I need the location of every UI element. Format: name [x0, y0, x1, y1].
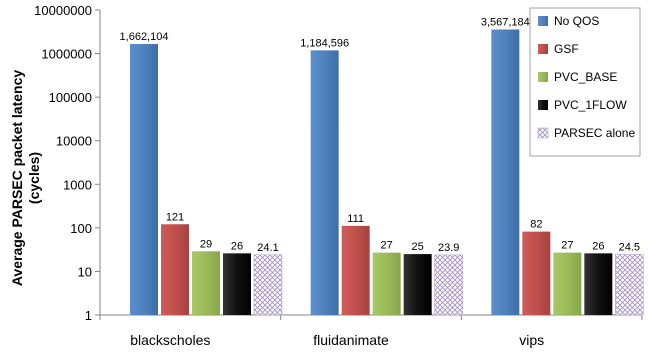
legend-box — [529, 7, 641, 157]
legend-entry: PARSEC alone — [554, 126, 635, 140]
bar — [491, 29, 520, 315]
bar — [522, 231, 551, 315]
bar — [434, 254, 463, 316]
data-label: 111 — [347, 213, 364, 225]
data-label: 23.9 — [438, 242, 459, 254]
data-label: 25 — [412, 241, 424, 253]
bar — [341, 225, 370, 315]
bar — [372, 252, 401, 315]
data-label: 29 — [200, 238, 212, 250]
data-label: 27 — [381, 240, 393, 252]
legend-entry: No QOS — [554, 14, 599, 28]
bar — [192, 251, 220, 315]
bar — [584, 253, 613, 315]
bar — [310, 50, 339, 315]
bar — [253, 254, 283, 316]
y-tick-label: 100000 — [49, 90, 92, 105]
y-axis-title: Average PARSEC packet latency (cycles) — [9, 70, 42, 287]
legend-swatch — [538, 100, 548, 110]
legend-entry: PVC_1FLOW — [554, 98, 627, 112]
data-label: 1,184,596 — [300, 37, 349, 49]
data-label: 27 — [561, 240, 573, 252]
legend-swatch — [538, 72, 548, 82]
x-category-label: blackscholes — [130, 332, 210, 348]
bar — [161, 224, 189, 315]
y-axis-title-line-1: Average PARSEC packet latency — [9, 70, 25, 287]
legend-entry: GSF — [554, 42, 579, 56]
bar — [553, 252, 582, 315]
y-tick-label: 10000 — [56, 134, 92, 149]
y-axis-title-line-2: (cycles) — [26, 152, 42, 204]
data-label: 82 — [530, 219, 542, 231]
legend-swatch — [538, 16, 548, 26]
bar — [223, 253, 251, 315]
y-tick-label: 10000000 — [34, 3, 92, 18]
y-tick-label: 1 — [85, 308, 92, 323]
bar — [403, 254, 432, 315]
legend-entry: PVC_BASE — [554, 70, 617, 84]
bar — [130, 43, 158, 316]
y-tick-label: 1000000 — [41, 47, 92, 62]
x-category-label: vips — [519, 332, 544, 348]
y-tick-label: 10 — [78, 264, 92, 279]
data-label: 26 — [231, 240, 243, 252]
bar — [615, 254, 644, 316]
data-label: 24.1 — [257, 242, 278, 254]
legend-swatch — [537, 127, 549, 139]
data-label: 24.5 — [619, 241, 640, 253]
legend-swatch — [538, 44, 548, 54]
data-label: 26 — [592, 240, 604, 252]
data-label: 1,662,104 — [120, 31, 169, 43]
x-category-label: fluidanimate — [313, 332, 389, 348]
y-tick-label: 100 — [70, 221, 92, 236]
y-tick-label: 1000 — [63, 177, 92, 192]
data-label: 121 — [166, 211, 184, 223]
legend: No QOS GSF PVC_BASE PVC_1FLOW PARSEC alone — [529, 7, 641, 157]
data-label: 3,567,184 — [481, 17, 530, 29]
plot-area: 1 10 100 1000 10000 100000 1000000 10000000 1,66… — [34, 3, 644, 348]
